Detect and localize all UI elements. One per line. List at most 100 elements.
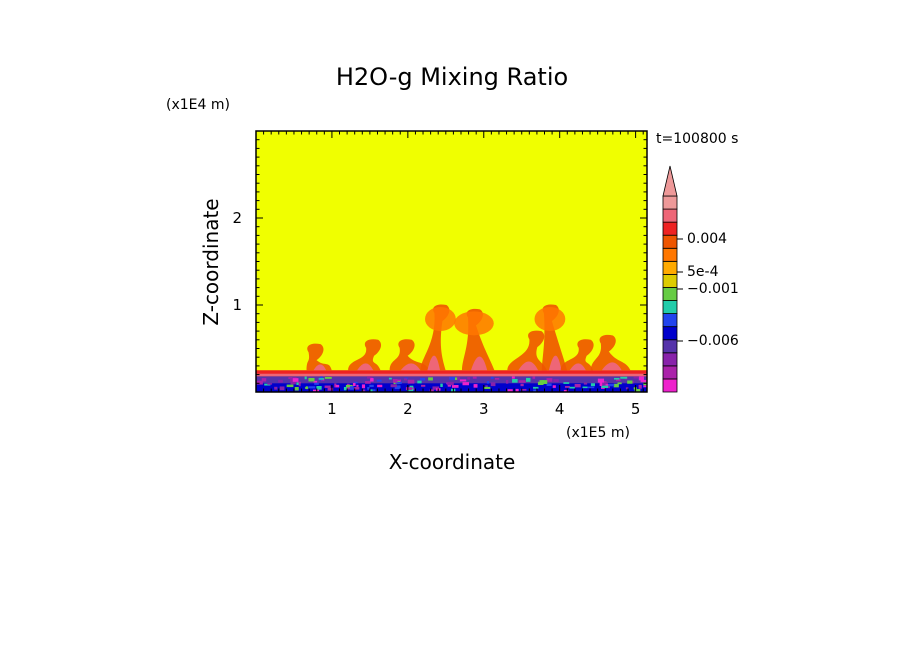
- plume-core: [313, 364, 327, 371]
- surface-speckle: [395, 381, 402, 384]
- surface-speckle: [370, 378, 374, 382]
- plume-core: [427, 355, 441, 371]
- surface-speckle: [507, 389, 513, 392]
- surface-speckle: [494, 377, 500, 380]
- plume-outer: [348, 339, 382, 371]
- colorbar-swatch: [662, 365, 678, 380]
- surface-speckle: [617, 382, 622, 385]
- x-axis-ticks: 1 2 3 4 5: [327, 400, 640, 418]
- colorbar-label: −0.001: [687, 281, 739, 297]
- surface-speckle: [490, 376, 494, 379]
- colorbar-swatch: [662, 247, 678, 262]
- surface-speckle: [421, 384, 426, 387]
- surface-speckle: [473, 384, 478, 388]
- surface-speckle: [288, 377, 292, 379]
- minor-ticks: [256, 131, 647, 392]
- surface-speckle: [429, 389, 434, 392]
- x-tick-label: 3: [479, 400, 489, 418]
- surface-speckle: [388, 377, 392, 380]
- surface-speckle: [417, 380, 422, 384]
- surface-speckle: [457, 376, 461, 380]
- surface-speckle: [613, 383, 619, 388]
- x-tick-label: 2: [403, 400, 413, 418]
- colorbar-labels: 0.004 5e-4−0.001 −0.006: [677, 231, 739, 349]
- surface-speckle: [274, 386, 278, 390]
- surface-speckle: [512, 378, 518, 383]
- plume-layer: [306, 304, 631, 371]
- chart-title: H2O-g Mixing Ratio: [336, 63, 568, 91]
- surface-speckle: [563, 382, 570, 384]
- plume-core: [400, 363, 421, 371]
- surface-speckle: [394, 385, 401, 390]
- surface-speckle: [366, 376, 373, 379]
- surface-speckle: [614, 377, 620, 380]
- colorbar-swatch: [662, 260, 678, 275]
- surface-speckle: [324, 377, 332, 379]
- surface-speckle: [376, 379, 382, 382]
- colorbar-swatch: [662, 208, 678, 223]
- surface-layer-base: [256, 383, 647, 392]
- surface-speckle: [467, 377, 471, 380]
- surface-speckle: [361, 384, 366, 389]
- surface-speckle: [264, 383, 271, 386]
- surface-speckle: [392, 379, 398, 383]
- surface-speckle: [372, 389, 376, 392]
- surface-speckle: [308, 377, 315, 382]
- surface-speckle: [419, 377, 426, 381]
- surface-speckle: [369, 384, 374, 388]
- plume-outer: [306, 343, 332, 371]
- surface-speckle: [267, 383, 273, 385]
- plume-cap: [425, 307, 456, 331]
- surface-speckle: [335, 384, 340, 388]
- surface-speckle: [298, 382, 301, 387]
- surface-speckle: [563, 389, 569, 392]
- surface-speckle: [511, 376, 515, 379]
- surface-speckle: [640, 379, 647, 383]
- surface-speckle: [515, 388, 519, 392]
- surface-speckle: [305, 386, 308, 390]
- colorbar-swatch: [662, 300, 678, 314]
- surface-speckle: [546, 383, 552, 387]
- surface-speckle: [638, 384, 642, 389]
- surface-speckle: [603, 381, 607, 383]
- contour-field: [256, 370, 647, 392]
- surface-speckle: [278, 379, 283, 383]
- surface-speckle: [459, 379, 467, 382]
- surface-speckle: [290, 380, 296, 385]
- surface-speckle: [564, 386, 570, 388]
- y-axis-label: Z-coordinate: [199, 198, 223, 325]
- surface-speckle: [505, 380, 509, 384]
- x-tick-label: 4: [555, 400, 565, 418]
- surface-speckle: [367, 387, 370, 390]
- surface-speckle: [279, 386, 285, 391]
- surface-speckle: [352, 382, 356, 387]
- surface-speckle: [472, 376, 477, 379]
- surface-speckle: [553, 379, 559, 383]
- surface-speckle: [362, 389, 366, 392]
- y-tick-label: 2: [232, 209, 242, 227]
- surface-speckle: [349, 386, 354, 390]
- surface-speckle: [370, 389, 373, 392]
- surface-speckle: [261, 378, 267, 382]
- surface-speckle: [449, 376, 455, 380]
- surface-speckle: [353, 381, 358, 384]
- colorbar-swatch: [662, 287, 678, 301]
- surface-speckle: [404, 377, 408, 380]
- colorbar-swatch: [662, 221, 678, 236]
- surface-speckle: [296, 382, 299, 386]
- surface-speckle: [602, 382, 608, 386]
- surface-speckle: [532, 376, 536, 379]
- surface-speckle: [608, 383, 615, 387]
- surface-speckle: [296, 381, 301, 384]
- plume-outer: [389, 339, 430, 371]
- plume-core: [470, 356, 488, 371]
- surface-speckle: [574, 384, 581, 388]
- plume-core: [601, 362, 622, 371]
- surface-speckle: [483, 386, 491, 389]
- surface-speckle: [334, 383, 337, 388]
- colorbar-label: −0.006: [687, 333, 739, 349]
- colorbar: [662, 165, 678, 393]
- time-label: t=100800 s: [656, 131, 738, 147]
- x-unit-label: (x1E5 m): [566, 425, 630, 441]
